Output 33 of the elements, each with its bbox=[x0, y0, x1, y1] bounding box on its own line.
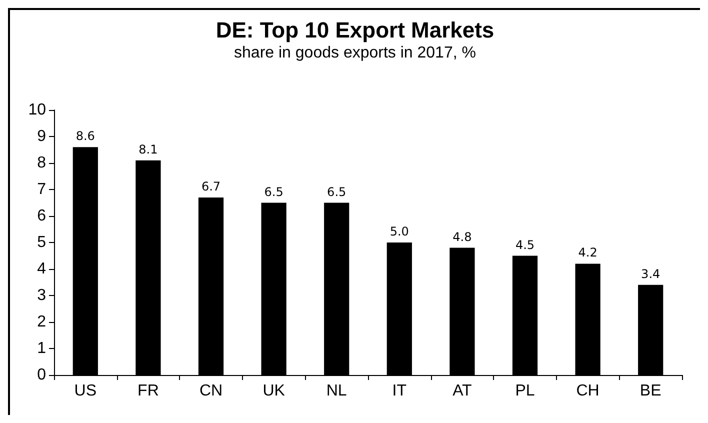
y-tick-label: 0 bbox=[37, 366, 46, 384]
x-tick-label: BE bbox=[640, 382, 662, 400]
x-tick-label: FR bbox=[138, 382, 159, 400]
data-label: 8.6 bbox=[76, 129, 95, 144]
data-label: 3.4 bbox=[641, 266, 660, 281]
data-label: 6.5 bbox=[264, 184, 284, 199]
x-tick-label: UK bbox=[262, 382, 286, 400]
x-tick-label: IT bbox=[392, 382, 407, 400]
y-tick-label: 8 bbox=[37, 154, 46, 172]
data-label: 6.5 bbox=[327, 184, 346, 199]
y-tick-label: 1 bbox=[37, 340, 46, 357]
x-tick-label: CN bbox=[199, 382, 223, 400]
y-tick-label: 7 bbox=[37, 181, 46, 198]
y-tick-label: 3 bbox=[37, 287, 46, 304]
y-tick-label: 9 bbox=[37, 128, 46, 145]
data-label: 4.5 bbox=[515, 238, 535, 252]
x-tick-label: AT bbox=[452, 382, 472, 400]
data-label: 4.2 bbox=[578, 246, 598, 260]
data-label: 4.8 bbox=[452, 230, 472, 244]
chart-title: DE: Top 10 Export Markets bbox=[216, 18, 494, 42]
data-label: 6.7 bbox=[201, 179, 221, 194]
y-tick-label: 10 bbox=[28, 102, 46, 118]
y-tick-label: 2 bbox=[37, 314, 46, 330]
x-tick-label: US bbox=[74, 382, 97, 400]
x-tick-label: CH bbox=[576, 382, 600, 400]
x-tick-label: NL bbox=[326, 382, 347, 400]
y-tick-label: 4 bbox=[37, 260, 46, 278]
data-label: 8.1 bbox=[138, 142, 158, 156]
chart-subtitle: share in goods exports in 2017, % bbox=[234, 44, 476, 62]
y-tick-label: 6 bbox=[37, 208, 46, 224]
y-tick-label: 5 bbox=[37, 234, 46, 251]
data-label: 5.0 bbox=[390, 224, 409, 238]
x-tick-label: PL bbox=[515, 382, 535, 400]
